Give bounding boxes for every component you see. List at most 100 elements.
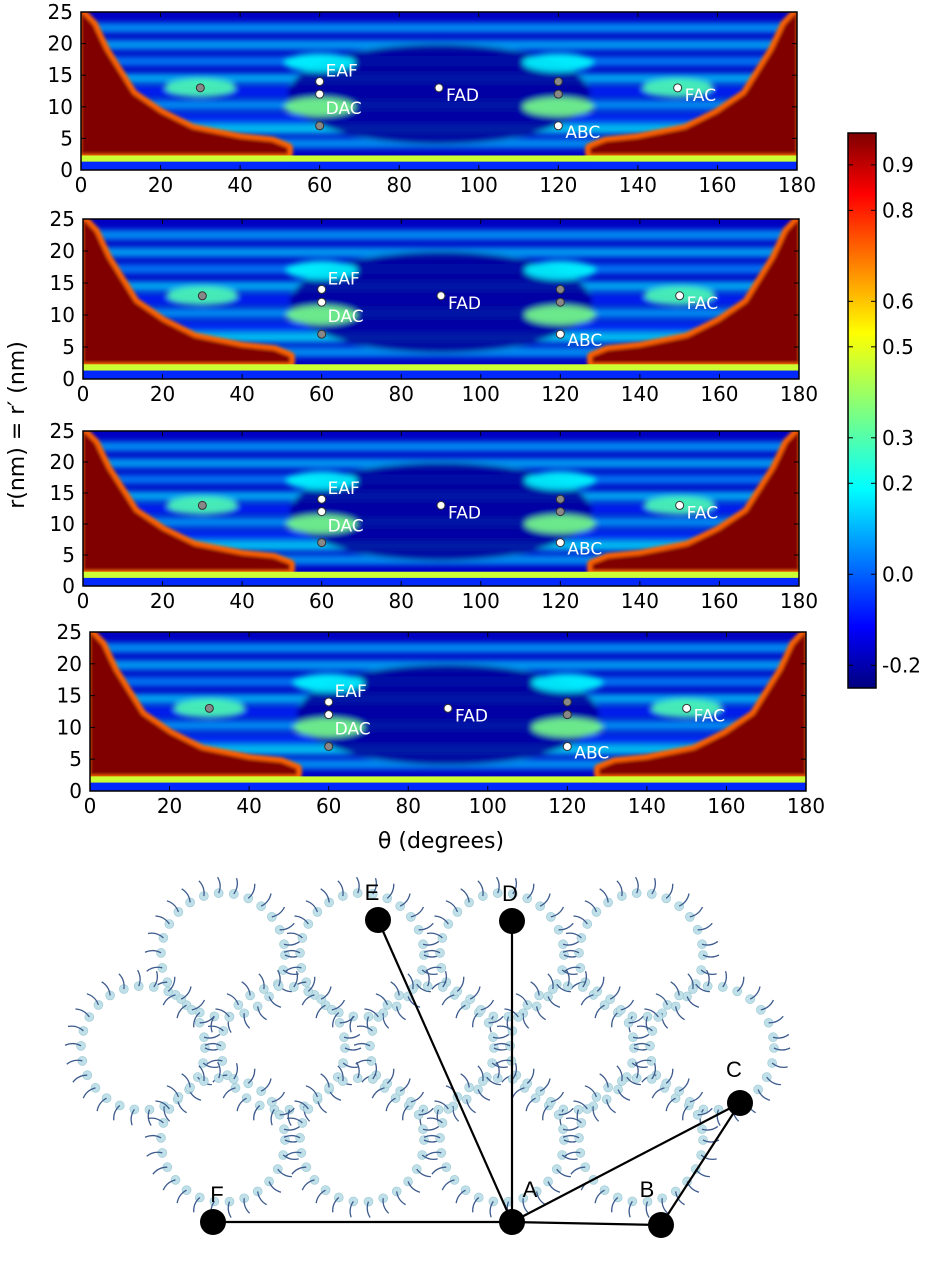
- marker-point: [553, 121, 563, 131]
- x-tick-label: 100: [460, 173, 498, 197]
- y-tick-label: 10: [57, 715, 82, 739]
- y-tick-label: 5: [62, 335, 75, 359]
- heatmap-panel-4: 0 20 40 60 80 100 120 140 160 1800510152025EAFDAC…: [57, 620, 826, 818]
- x-tick-label: 160: [698, 173, 736, 197]
- y-tick-label: 10: [50, 512, 75, 536]
- lattice-hexagons: [64, 876, 791, 1218]
- x-tick-label: 160: [700, 589, 738, 613]
- x-tick-label: 20: [150, 589, 175, 613]
- marker-point: [317, 297, 327, 307]
- x-tick-label: 20: [157, 794, 182, 818]
- x-tick-label: 120: [541, 589, 579, 613]
- x-tick-label: 40: [229, 589, 254, 613]
- marker-point: [436, 291, 446, 301]
- y-tick-label: 0: [62, 574, 75, 598]
- y-tick-label: 20: [50, 450, 75, 474]
- marker-label: ABC: [567, 331, 602, 351]
- marker-label: DAC: [328, 307, 364, 327]
- marker-label: FAD: [448, 503, 481, 523]
- lattice-node: [200, 1209, 226, 1235]
- marker-point: [317, 507, 327, 517]
- node-label: E: [365, 880, 380, 905]
- marker-point: [553, 89, 563, 99]
- heatmap-panels: 0 20 40 60 80 100 120 140 160 1800510152025EAFDAC…: [48, 0, 826, 818]
- marker-label: EAF: [328, 479, 360, 499]
- x-tick-label: 0: [75, 173, 88, 197]
- lattice-bonds: [213, 919, 741, 1227]
- colorbar: -0.2 0.0 0.2 0.3 0.5 0.6 0.8 0.9: [847, 132, 921, 689]
- y-tick-label: 5: [62, 543, 75, 567]
- bond-line: [660, 1102, 741, 1226]
- y-tick-label: 15: [48, 63, 73, 87]
- marker-label: FAD: [455, 706, 488, 726]
- x-tick-label: 140: [619, 173, 657, 197]
- colorbar-tick-label: -0.2: [882, 653, 921, 677]
- x-tick-label: 120: [548, 794, 586, 818]
- marker-point: [562, 741, 572, 751]
- marker-point: [443, 703, 453, 713]
- y-tick-label: 25: [50, 419, 75, 443]
- y-tick-label: 15: [57, 684, 82, 708]
- x-tick-label: 100: [462, 382, 500, 406]
- marker-point: [675, 500, 685, 510]
- marker-point: [555, 494, 565, 504]
- marker-point: [315, 121, 325, 131]
- colorbar-tick-label: 0.8: [882, 198, 914, 222]
- colorbar-gradient: [847, 132, 877, 689]
- x-tick-label: 40: [236, 794, 261, 818]
- x-tick-label: 40: [227, 173, 252, 197]
- x-tick-label: 160: [707, 794, 745, 818]
- marker-point: [682, 703, 692, 713]
- y-tick-label: 15: [50, 481, 75, 505]
- marker-label: ABC: [574, 743, 609, 763]
- marker-label: FAC: [687, 503, 718, 523]
- heatmap-panel-2: 0 20 40 60 80 100 120 140 160 1800510152025EAFDAC…: [50, 207, 819, 406]
- marker-point: [317, 284, 327, 294]
- colorbar-tick-label: 0.0: [882, 562, 914, 586]
- x-tick-label: 100: [469, 794, 507, 818]
- x-tick-label: 0: [84, 794, 97, 818]
- marker-point: [204, 703, 214, 713]
- marker-label: EAF: [326, 62, 358, 82]
- lattice-node: [727, 1090, 753, 1116]
- y-tick-label: 15: [50, 271, 75, 295]
- marker-label: ABC: [565, 123, 600, 143]
- x-tick-label: 80: [395, 794, 420, 818]
- bond-line: [376, 919, 514, 1223]
- marker-point: [315, 77, 325, 87]
- marker-label: ABC: [567, 540, 602, 560]
- x-axis-label: θ (degrees): [378, 829, 504, 854]
- colorbar-tick-label: 0.3: [882, 426, 914, 450]
- marker-point: [317, 494, 327, 504]
- marker-point: [317, 538, 327, 548]
- marker-point: [555, 538, 565, 548]
- x-tick-label: 100: [462, 589, 500, 613]
- y-tick-label: 5: [60, 126, 73, 150]
- marker-point: [195, 83, 205, 93]
- marker-point: [675, 291, 685, 301]
- y-tick-label: 25: [48, 0, 73, 24]
- marker-point: [555, 507, 565, 517]
- heatmap-panel-3: 0 20 40 60 80 100 120 140 160 1800510152025EAFDAC…: [50, 419, 819, 613]
- y-tick-label: 20: [50, 239, 75, 263]
- marker-label: FAD: [446, 86, 479, 106]
- heatmap-panel-1: 0 20 40 60 80 100 120 140 160 1800510152025EAFDAC…: [48, 0, 817, 197]
- x-tick-label: 180: [780, 589, 818, 613]
- x-tick-label: 0: [77, 589, 90, 613]
- x-tick-label: 180: [780, 382, 818, 406]
- marker-label: FAD: [448, 294, 481, 314]
- lattice-node: [499, 908, 525, 934]
- x-tick-label: 160: [700, 382, 738, 406]
- marker-label: DAC: [328, 517, 364, 537]
- colorbar-tick-label: 0.9: [882, 153, 914, 177]
- y-tick-label: 10: [48, 95, 73, 119]
- marker-point: [197, 500, 207, 510]
- x-tick-label: 20: [150, 382, 175, 406]
- node-label: C: [726, 1057, 742, 1082]
- marker-point: [555, 329, 565, 339]
- colorbar-tick-label: 0.6: [882, 289, 914, 313]
- marker-point: [324, 710, 334, 720]
- lattice-diagram: E D C A B F: [64, 876, 791, 1238]
- y-tick-label: 25: [50, 207, 75, 231]
